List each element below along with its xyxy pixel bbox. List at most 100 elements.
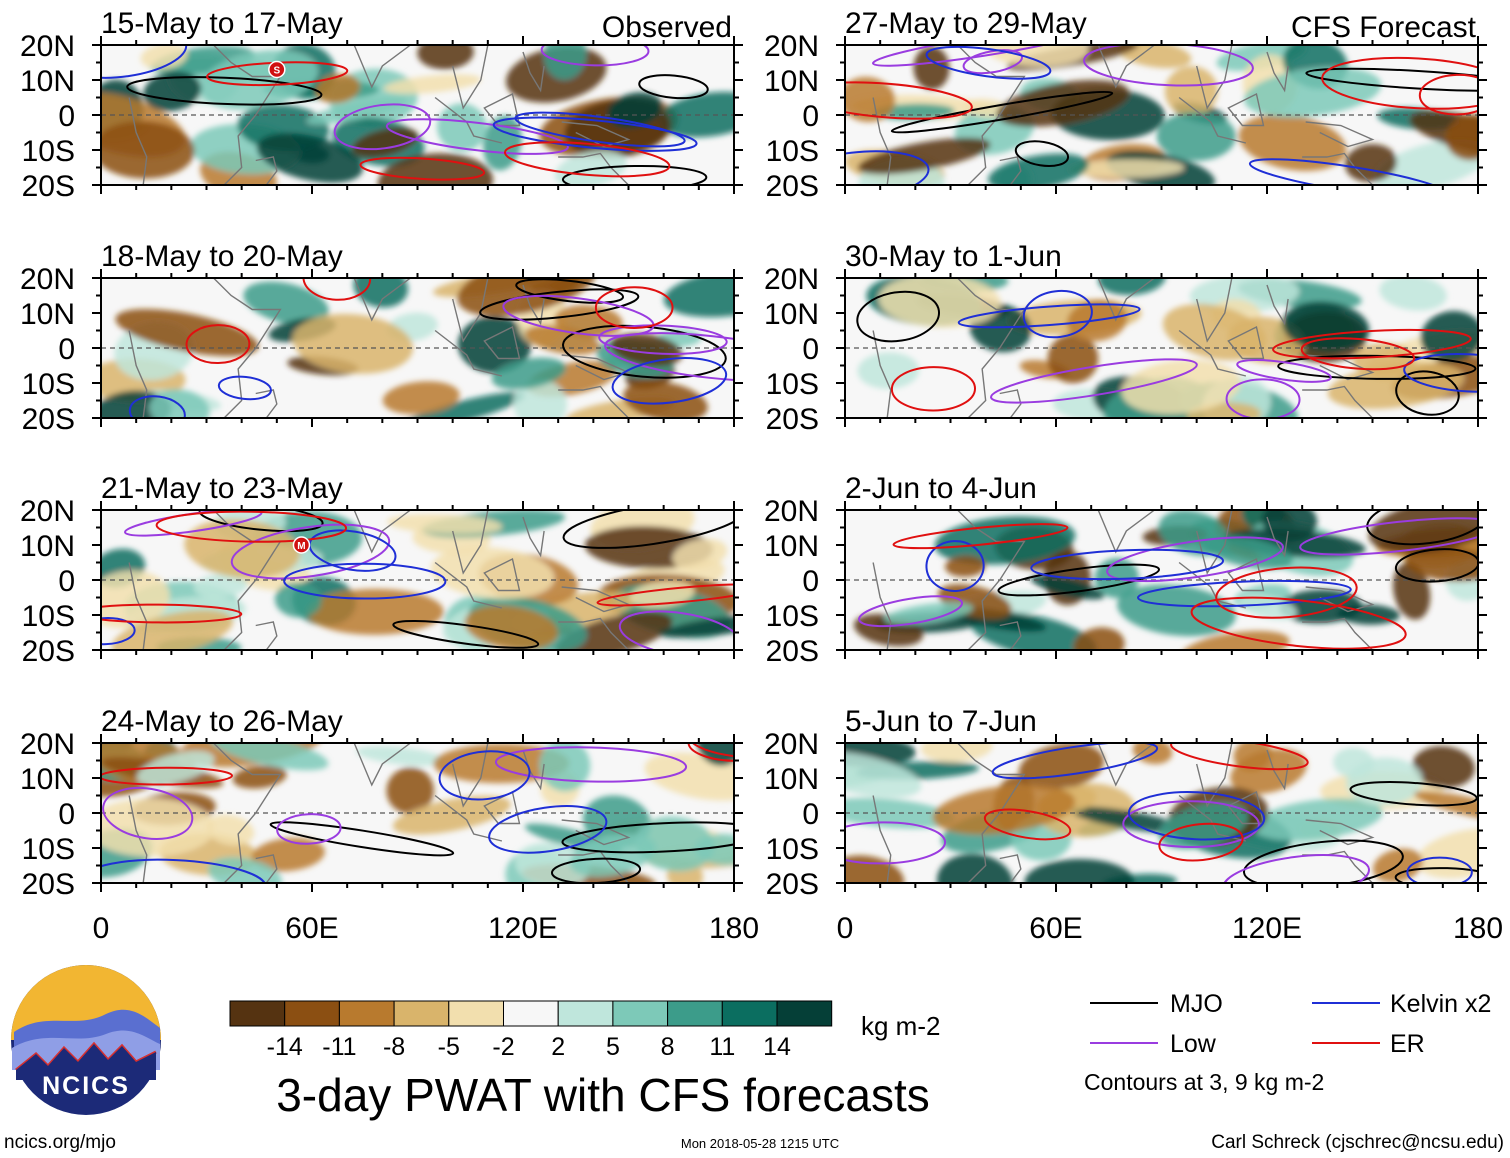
x-tick-label-col1: 60E (1029, 912, 1082, 945)
panel-5-title: 30-May to 1-Jun (845, 240, 1062, 273)
panel-1-ytick-label: 0 (58, 333, 75, 366)
panel-5-coastlines (872, 278, 1375, 418)
panel-7-ytick-label: 20N (764, 728, 819, 761)
colorbar-unit: kg m-2 (861, 1011, 940, 1041)
legend-label-kelvin: Kelvin x2 (1390, 990, 1491, 1018)
footer-credit: Carl Schreck (cjschrec@ncsu.edu) (1211, 1132, 1504, 1153)
panel-6-ticks (836, 501, 1487, 659)
panel-3-ytick-label: 10N (20, 763, 75, 796)
panel-7-ytick-label: 10N (764, 763, 819, 796)
colorbar-swatch (612, 1000, 669, 1027)
x-tick-label-col0: 0 (93, 912, 110, 945)
colorbar-swatch (503, 1000, 559, 1027)
colorbar-swatch (448, 1000, 504, 1027)
colorbar-level-label: -8 (383, 1033, 405, 1061)
legend-item-mjo: MJO (1090, 990, 1223, 1018)
ncics-logo: NCICS (11, 965, 161, 1115)
panel-4-ytick-label: 10N (764, 65, 819, 98)
storm-marker: S (268, 60, 286, 79)
panel-1-pwat-field (101, 278, 734, 418)
panel-1-title: 18-May to 20-May (101, 240, 343, 273)
colorbar-swatch (667, 1000, 723, 1027)
panel-6-ytick-label: 20S (766, 635, 819, 668)
panel-7-ytick-label: 0 (802, 798, 819, 831)
panel-0-ytick-label: 10S (22, 135, 75, 168)
colorbar-swatch (284, 1000, 340, 1027)
panel-5-ytick-label: 20N (764, 263, 819, 296)
panel-3-ytick-label: 10S (22, 833, 75, 866)
panel-7-title: 5-Jun to 7-Jun (845, 705, 1037, 738)
panel-4: 27-May to 29-May CFS Forecast 20N10N010S20… (764, 7, 1487, 203)
x-tick-label-col1: 180 (1453, 912, 1503, 945)
footer-site: ncics.org/mjo (4, 1132, 116, 1153)
panel-1-ytick-label: 10N (20, 298, 75, 331)
panel-4-source-tag: CFS Forecast (1291, 11, 1477, 44)
panel-6-ytick-label: 20N (764, 495, 819, 528)
legend-item-low: Low (1090, 1030, 1217, 1058)
panel-0-source-tag: Observed (602, 11, 732, 44)
colorbar-level-label: -2 (492, 1033, 514, 1061)
legend-item-kelvin: Kelvin x2 (1312, 990, 1491, 1018)
panel-2-ytick-label: 10N (20, 530, 75, 563)
panel-0-ytick-label: 10N (20, 65, 75, 98)
colorbar-level-label: -14 (267, 1033, 303, 1061)
colorbar-swatch (229, 1000, 286, 1027)
footer-timestamp: Mon 2018-05-28 1215 UTC (681, 1136, 839, 1151)
x-tick-label-col0: 120E (488, 912, 558, 945)
panel-3-ytick-label: 0 (58, 798, 75, 831)
colorbar-swatch (776, 1000, 833, 1027)
panel-2-ticks (92, 501, 743, 659)
panel-3-ytick-label: 20S (22, 868, 75, 901)
panel-5-ytick-label: 10N (764, 298, 819, 331)
colorbar-level-label: -11 (322, 1033, 356, 1061)
colorbar-level-label: 11 (709, 1033, 735, 1061)
panel-3-ticks (92, 734, 743, 892)
colorbar-level-label: 14 (763, 1033, 791, 1061)
x-tick-label-col1: 120E (1232, 912, 1302, 945)
panel-0-title: 15-May to 17-May (101, 7, 343, 40)
colorbar-level-label: 2 (551, 1033, 565, 1061)
panel-0-ytick-label: 20S (22, 170, 75, 203)
panel-1-ticks (92, 269, 743, 427)
panel-1-contours (128, 278, 734, 418)
panel-4-ytick-label: 20N (764, 30, 819, 63)
legend-label-mjo: MJO (1170, 990, 1223, 1018)
panel-7-ytick-label: 20S (766, 868, 819, 901)
panel-4-contours (845, 45, 1478, 185)
panel-5-ytick-label: 10S (766, 368, 819, 401)
panel-5-ytick-label: 0 (802, 333, 819, 366)
panel-6-contours (858, 510, 1478, 650)
colorbar-swatch (338, 1000, 395, 1027)
panel-5-contours (856, 289, 1478, 418)
colorbar-level-label: -5 (438, 1033, 460, 1061)
panel-2-pwat-field (101, 510, 734, 650)
panel-1-ytick-label: 10S (22, 368, 75, 401)
figure-title: 3-day PWAT with CFS forecasts (276, 1069, 930, 1121)
panel-4-title: 27-May to 29-May (845, 7, 1087, 40)
panel-2-ytick-label: 10S (22, 600, 75, 633)
panel-2-ytick-label: 20S (22, 635, 75, 668)
panel-1-coastlines (128, 278, 631, 418)
panel-7-ytick-label: 10S (766, 833, 819, 866)
logo-text: NCICS (42, 1072, 130, 1100)
panel-3-ytick-label: 20N (20, 728, 75, 761)
panel-5-ticks (836, 269, 1487, 427)
panel-1-ytick-label: 20S (22, 403, 75, 436)
panel-3-coastlines (128, 743, 631, 883)
panel-4-coastlines (872, 45, 1375, 185)
panel-2-ytick-label: 0 (58, 565, 75, 598)
panel-0-ytick-label: 0 (58, 100, 75, 133)
panel-3-title: 24-May to 26-May (101, 705, 343, 738)
colorbar: -14 -11 -8 -5 -2 2 5 8 11 14 (229, 1000, 833, 1061)
panel-7-contours (845, 743, 1478, 883)
x-axis-labels: 0 60E 120E 180 0 60E 120E 180 (93, 912, 1503, 945)
panel-2-ytick-label: 20N (20, 495, 75, 528)
panel-2-title: 21-May to 23-May (101, 472, 343, 505)
panel-4-ytick-label: 0 (802, 100, 819, 133)
panel-2-contours (101, 510, 734, 650)
panel-6-title: 2-Jun to 4-Jun (845, 472, 1037, 505)
panel-4-ytick-label: 10S (766, 135, 819, 168)
